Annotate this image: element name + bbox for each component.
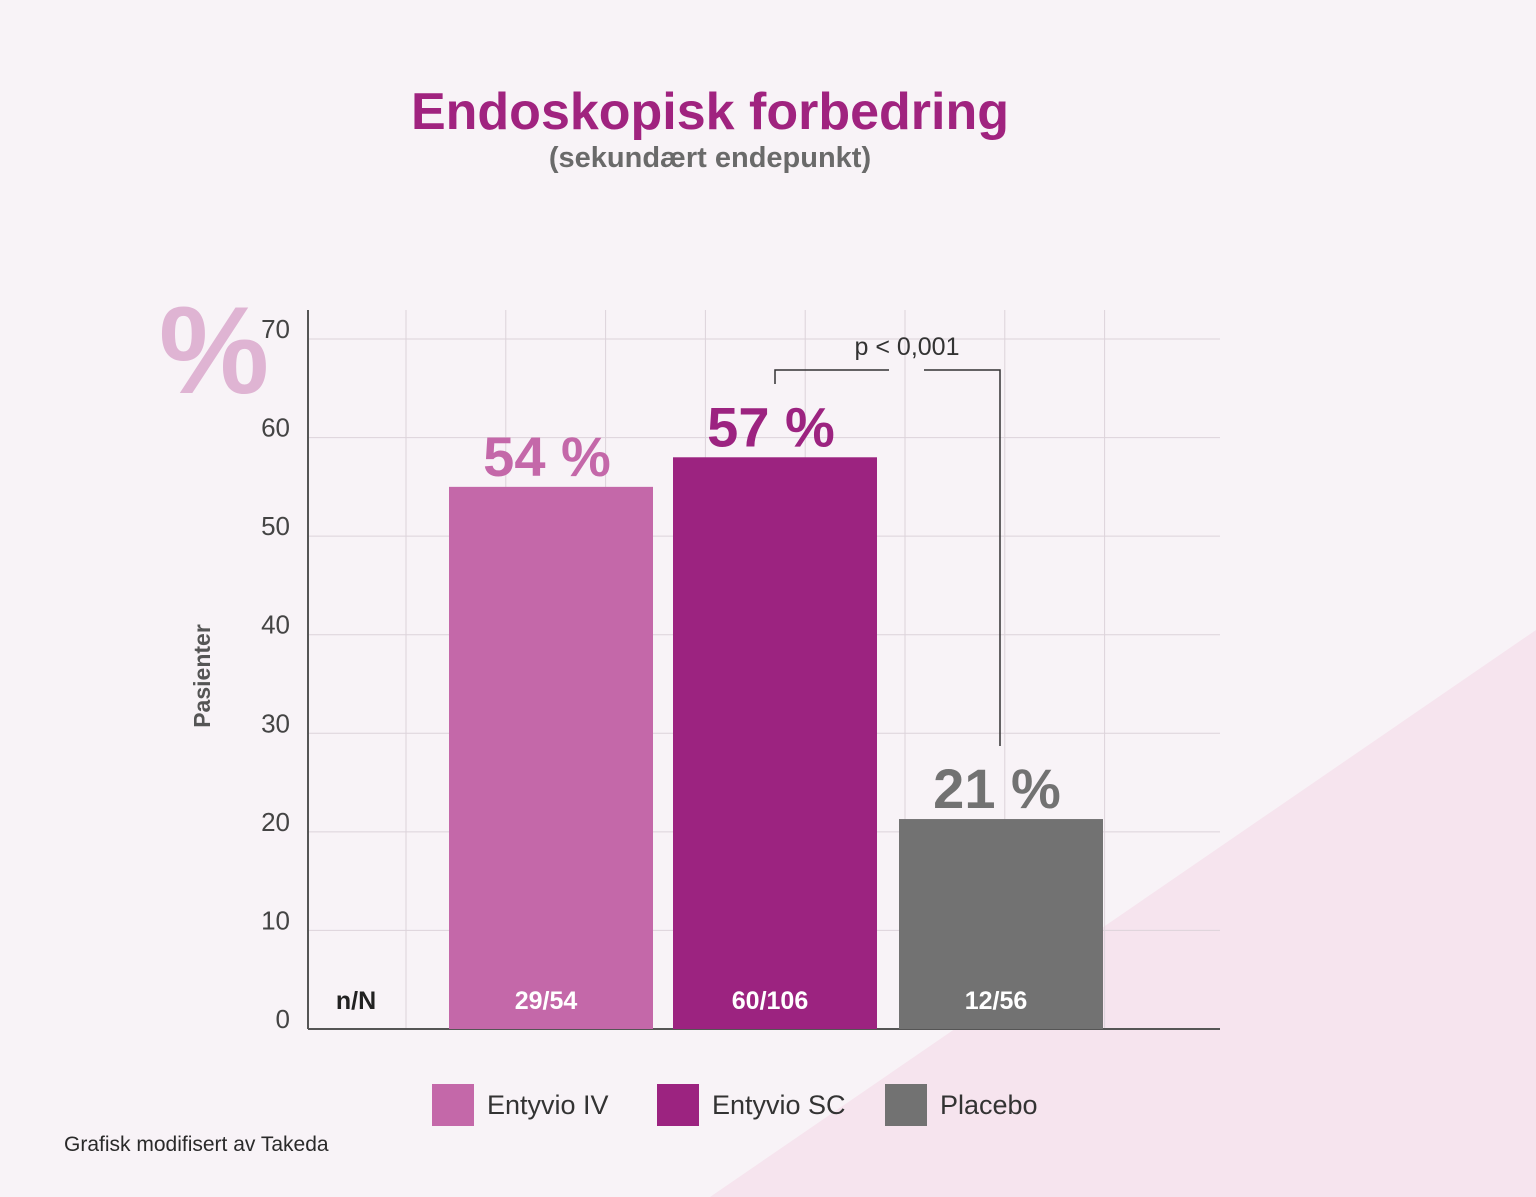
bar-value-label-entyvio-sc: 57 %: [707, 395, 835, 458]
y-tick-label: 70: [261, 314, 290, 344]
bar-nN-placebo: 12/56: [965, 987, 1028, 1015]
nN-label: n/N: [336, 987, 376, 1015]
y-tick-label: 20: [261, 807, 290, 837]
significance-bracket-left: [774, 369, 889, 384]
y-tick-label: 40: [261, 610, 290, 640]
y-tick-label: 10: [261, 905, 290, 935]
legend-item-entyvio-iv: Entyvio IV: [432, 1084, 609, 1126]
y-unit-symbol: %: [159, 282, 269, 420]
y-tick-label: 60: [261, 413, 290, 443]
p-value-label: p < 0,001: [855, 333, 960, 361]
page-subtitle: (sekundært endepunkt): [548, 142, 872, 174]
bar-nN-entyvio-sc: 60/106: [732, 987, 808, 1015]
bar-value-label-placebo: 21 %: [933, 757, 1061, 820]
bar-placebo: [899, 819, 1103, 1029]
y-tick-label: 0: [276, 1004, 290, 1034]
y-tick-label: 50: [261, 511, 290, 541]
significance-bracket-right: [924, 369, 1001, 746]
footnote: Grafisk modifisert av Takeda: [64, 1133, 329, 1156]
legend-item-placebo: Placebo: [885, 1084, 1038, 1126]
bar-entyvio-sc: [673, 457, 877, 1029]
legend-swatch-placebo: [885, 1084, 927, 1126]
page-title: Endoskopisk forbedring: [410, 83, 1010, 141]
legend-label-entyvio-sc: Entyvio SC: [712, 1089, 846, 1120]
bar-nN-entyvio-iv: 29/54: [515, 987, 578, 1015]
legend-swatch-entyvio-iv: [432, 1084, 474, 1126]
legend-item-entyvio-sc: Entyvio SC: [657, 1084, 846, 1126]
legend-label-entyvio-iv: Entyvio IV: [487, 1089, 609, 1120]
bar-entyvio-iv: [449, 486, 653, 1029]
legend-swatch-entyvio-sc: [657, 1084, 699, 1126]
y-tick-label: 30: [261, 708, 290, 738]
y-axis-title: Pasienter: [189, 624, 215, 728]
legend-label-placebo: Placebo: [940, 1089, 1038, 1120]
bar-value-label-entyvio-iv: 54 %: [483, 425, 611, 488]
